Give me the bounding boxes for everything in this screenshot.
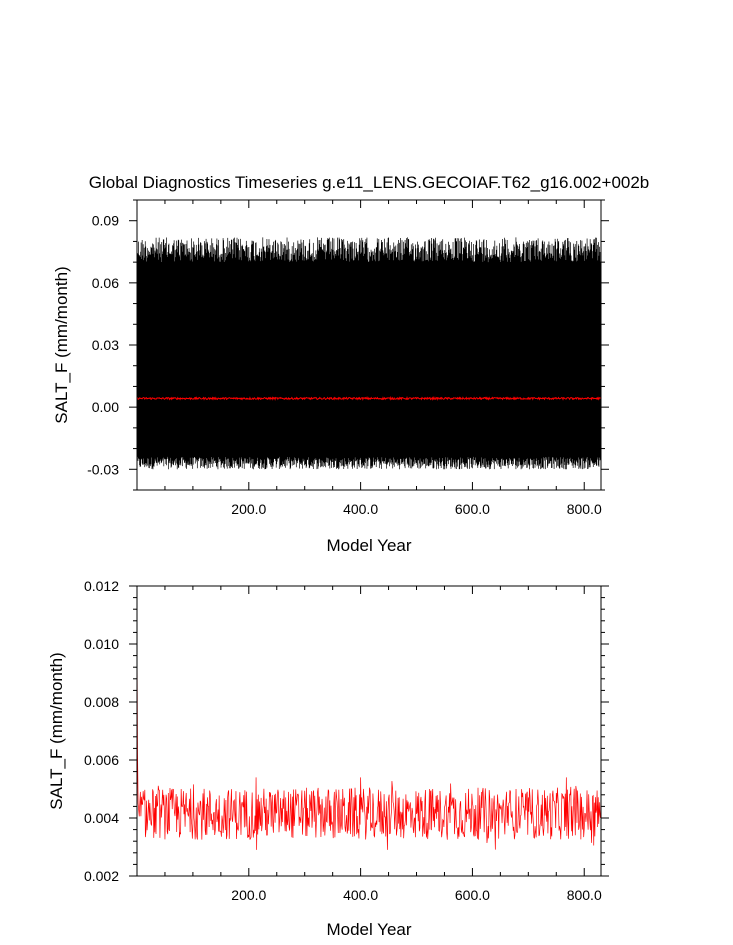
bottom-y-tick-label: 0.010 [84,636,119,652]
top-y-tick-label: 0.00 [92,399,119,415]
chart-title: Global Diagnostics Timeseries g.e11_LENS… [89,173,650,192]
top-chart-marks [136,237,602,470]
top-x-tick-label: 800.0 [567,501,602,517]
top-x-axis-label: Model Year [326,536,411,555]
top-y-axis-label: SALT_F (mm/month) [52,266,71,423]
bottom-series-annual-mean-line [136,635,602,850]
bottom-y-tick-label: 0.006 [84,752,119,768]
bottom-y-tick-label: 0.004 [84,810,119,826]
top-chart-axes: 200.0 400.0 600.0 800.0 -0.03 0.00 0.03 0.06 0.0… [87,199,609,517]
bottom-x-tick-label: 800.0 [567,887,602,903]
bottom-y-tick-label: 0.002 [84,868,119,884]
top-chart-panel: Global Diagnostics Timeseries g.e11_LENS… [52,173,649,555]
top-x-tick-label: 600.0 [455,501,490,517]
top-y-tick-label: 0.06 [92,275,119,291]
top-y-tick-label: 0.03 [92,337,119,353]
top-x-tick-label: 400.0 [343,501,378,517]
bottom-y-tick-label: 0.012 [84,578,119,594]
bottom-x-axis-label: Model Year [326,920,411,939]
top-x-tick-label: 200.0 [231,501,266,517]
bottom-chart-marks [136,635,602,850]
bottom-chart-panel: 200.0 400.0 600.0 800.0 0.002 0.004 0.006 0.008… [47,578,609,939]
top-y-tick-label: -0.03 [87,461,119,477]
bottom-chart-axes: 200.0 400.0 600.0 800.0 0.002 0.004 0.006 0.008… [84,578,609,903]
bottom-x-tick-label: 400.0 [343,887,378,903]
bottom-x-tick-label: 200.0 [231,887,266,903]
bottom-x-tick-label: 600.0 [455,887,490,903]
bottom-plot-frame [136,585,602,877]
bottom-y-tick-label: 0.008 [84,694,119,710]
top-y-tick-label: 0.09 [92,213,119,229]
top-series-monthly-line [136,237,602,470]
top-series-annual-mean-line [136,395,602,401]
bottom-y-axis-label: SALT_F (mm/month) [47,652,66,809]
